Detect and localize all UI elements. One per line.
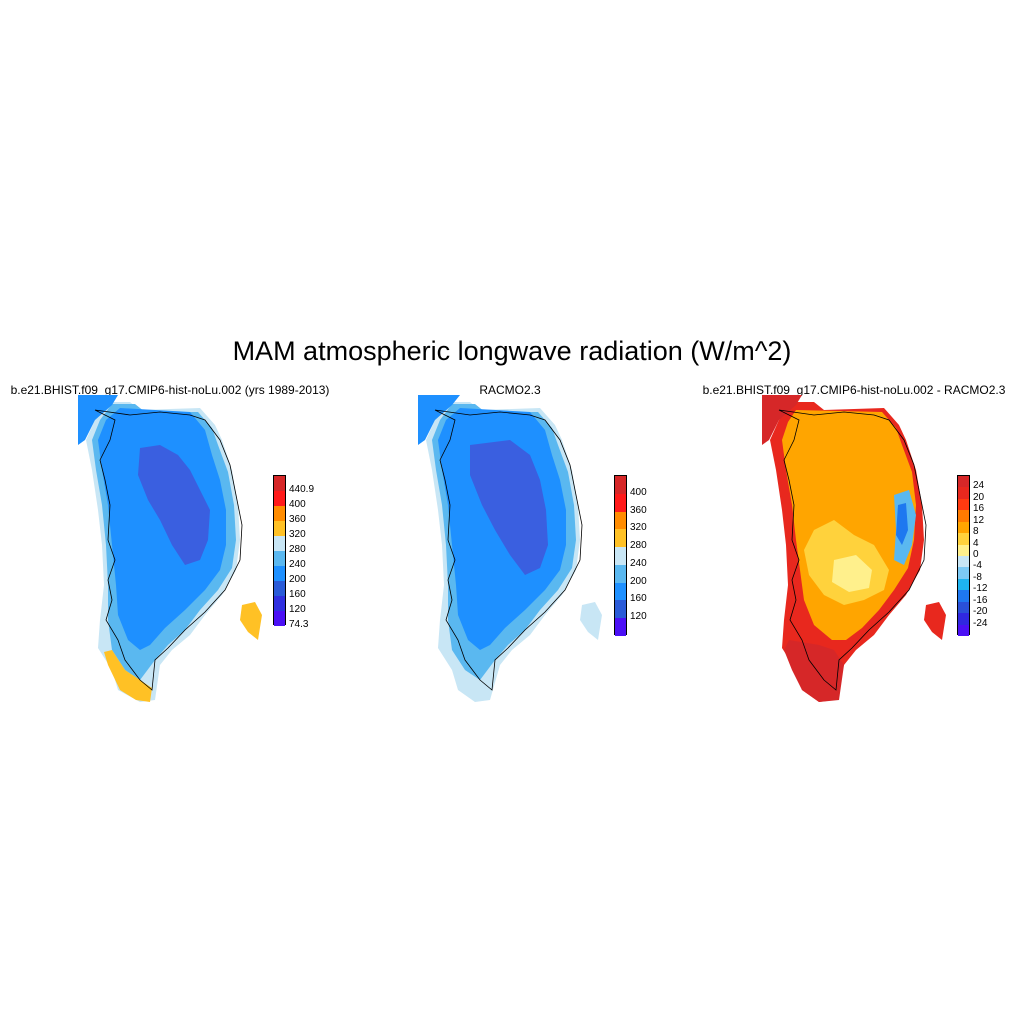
colorbar-swatch — [615, 618, 626, 636]
east-coast-deepblue — [896, 503, 908, 545]
colorbar-label: 240 — [289, 559, 306, 570]
colorbar-label: 240 — [630, 557, 647, 569]
southeast-island — [580, 602, 602, 640]
colorbar-label: 0 — [973, 549, 979, 560]
panel-racmo: RACMO2.3 — [340, 380, 680, 720]
colorbar-label: 120 — [630, 611, 647, 623]
colorbar-swatch — [274, 611, 285, 626]
colorbar-label: 360 — [289, 514, 306, 525]
colorbar-swatch — [274, 476, 285, 491]
colorbar-label: 20 — [973, 491, 985, 503]
panel-title-model: b.e21.BHIST.f09_g17.CMIP6-hist-noLu.002 … — [10, 383, 330, 397]
colorbar-label: 360 — [630, 504, 647, 516]
colorbar-swatch — [958, 556, 969, 568]
colorbar-swatch — [274, 596, 285, 611]
coastline — [94, 409, 243, 691]
colorbar-label: 8 — [973, 526, 979, 538]
colorbar-swatch — [958, 487, 969, 499]
greenland-map-model — [78, 395, 262, 702]
southern-tip-cells — [104, 650, 152, 702]
colorbar-label: 24 — [973, 480, 985, 492]
colorbar-label: -16 — [973, 594, 988, 606]
colorbar-swatch — [274, 566, 285, 581]
colorbar-label: -12 — [973, 583, 988, 595]
colorbar-swatch — [958, 521, 969, 534]
greenland-map-racmo — [418, 395, 602, 702]
colorbar-swatch — [958, 476, 969, 488]
colorbar-swatch — [615, 476, 626, 494]
southern-tip-red — [784, 640, 844, 702]
colorbar-swatch — [958, 544, 969, 556]
colorbar-swatch — [958, 510, 969, 522]
colorbar-label: -8 — [973, 571, 982, 583]
colorbar-label: 16 — [973, 503, 985, 515]
colorbar-swatch — [958, 601, 969, 614]
panel-model: b.e21.BHIST.f09_g17.CMIP6-hist-noLu.002 … — [0, 380, 340, 720]
colorbar-swatch — [615, 582, 626, 601]
coastline — [778, 409, 927, 691]
colorbar-label: 320 — [630, 522, 647, 534]
ice-sheet-main — [98, 408, 226, 650]
colorbar-swatch — [958, 533, 969, 545]
ice-sheet-interior — [138, 445, 210, 565]
colorbar-swatch — [615, 564, 626, 583]
panel-title-difference: b.e21.BHIST.f09_g17.CMIP6-hist-noLu.002 … — [702, 383, 1006, 397]
colorbar-label: -20 — [973, 606, 988, 618]
colorbar-label: 160 — [630, 593, 647, 605]
colorbar-swatch — [615, 511, 626, 530]
colorbar-label: 400 — [630, 486, 647, 498]
colorbar-swatch — [615, 529, 626, 548]
figure-title: MAM atmospheric longwave radiation (W/m^… — [232, 336, 792, 366]
ice-sheet-interior — [470, 440, 548, 575]
colorbar-label: 120 — [289, 604, 306, 615]
colorbar-swatch — [274, 491, 285, 506]
colorbar-swatch — [615, 547, 626, 565]
colorbar-swatch — [958, 567, 969, 579]
colorbar-label: 74.3 — [289, 619, 309, 630]
colorbar-swatch — [958, 624, 969, 636]
colorbar-swatch — [274, 506, 285, 521]
colorbar-swatches — [957, 475, 970, 636]
colorbar-swatches — [273, 475, 286, 626]
colorbar-label: 440.9 — [289, 484, 315, 495]
ice-sheet-palest — [832, 555, 872, 592]
coastline — [434, 409, 583, 691]
colorbar-swatches — [614, 475, 627, 636]
panel-difference: b.e21.BHIST.f09_g17.CMIP6-hist-noLu.002 … — [684, 380, 1024, 720]
colorbar-label: -4 — [973, 560, 982, 572]
colorbar-label: 280 — [289, 544, 306, 555]
colorbar-label: 400 — [289, 499, 306, 510]
colorbar-label: 160 — [289, 589, 306, 600]
colorbar-swatch — [615, 493, 626, 512]
panel-title-racmo: RACMO2.3 — [479, 383, 541, 397]
colorbar-swatch — [274, 521, 285, 536]
colorbar-swatch — [274, 581, 285, 596]
colorbar-label: 280 — [630, 540, 647, 552]
colorbar-swatch — [958, 498, 969, 511]
colorbar-swatch — [274, 536, 285, 551]
colorbar-label: -24 — [973, 617, 988, 629]
northwest-corner — [78, 395, 118, 445]
northwest-corner — [762, 395, 802, 445]
colorbar-swatch — [958, 578, 969, 591]
colorbar-label: 4 — [973, 537, 979, 549]
colorbar-label: 200 — [289, 574, 306, 585]
colorbar-label: 200 — [630, 575, 647, 587]
colorbar-swatch — [615, 600, 626, 619]
colorbar-swatch — [274, 551, 285, 566]
southeast-island — [240, 602, 262, 640]
greenland-map-difference — [762, 395, 946, 702]
colorbar-swatch — [958, 590, 969, 602]
colorbar-swatch — [958, 613, 969, 625]
southeast-island — [924, 602, 946, 640]
colorbar-label: 12 — [973, 514, 985, 526]
northwest-corner — [418, 395, 460, 445]
colorbar-label: 320 — [289, 529, 306, 540]
